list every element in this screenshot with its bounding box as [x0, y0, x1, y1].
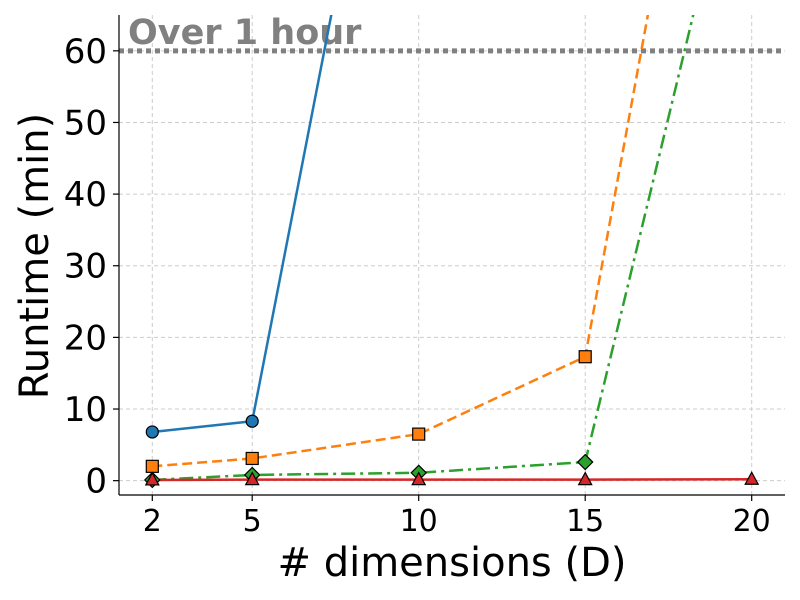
y-tick-label: 0 [85, 462, 107, 502]
axes [113, 15, 785, 501]
data-point [578, 350, 592, 364]
data-point [412, 427, 426, 441]
data-point [245, 414, 259, 428]
x-tick-label: 10 [400, 504, 438, 539]
grid [119, 15, 785, 495]
data-point [576, 453, 594, 471]
x-tick-label: 20 [733, 504, 771, 539]
series-line-1 [152, 15, 333, 434]
x-tick-label: 5 [243, 504, 262, 539]
x-tick-label: 2 [143, 504, 162, 539]
series-line-2 [152, 15, 650, 468]
series-group [152, 15, 752, 482]
y-tick-label: 30 [64, 247, 107, 287]
data-point [245, 451, 259, 466]
data-point [144, 471, 160, 486]
marker-group [143, 350, 760, 489]
series-line-3 [152, 15, 695, 482]
y-tick-label: 60 [64, 32, 107, 72]
x-tick-label: 15 [566, 504, 604, 539]
data-point [145, 459, 159, 473]
y-tick-label: 10 [64, 390, 107, 430]
y-axis-title: Runtime (min) [12, 113, 58, 399]
threshold-label: Over 1 hour [128, 13, 362, 53]
x-axis-title: # dimensions (D) [277, 540, 626, 586]
y-tick-label: 40 [64, 175, 107, 215]
series-line-4 [152, 477, 752, 482]
data-point [744, 470, 760, 485]
threshold-group: Over 1 hour [119, 13, 785, 54]
data-point [244, 471, 260, 486]
data-point [145, 425, 159, 439]
y-tick-label: 50 [64, 103, 107, 143]
y-tick-label: 20 [64, 318, 107, 358]
y-tick-labels: 0 10 20 30 40 50 60 [64, 32, 107, 502]
x-tick-labels: 2 5 10 15 20 [143, 504, 771, 539]
data-point [411, 471, 427, 486]
data-point [577, 471, 593, 486]
